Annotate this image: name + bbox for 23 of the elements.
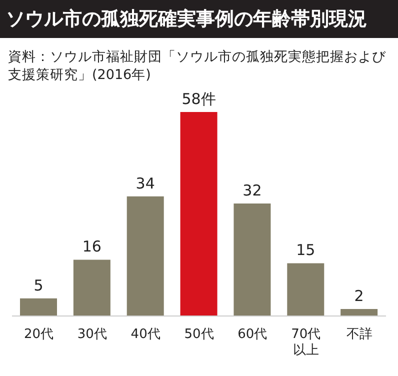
- bar: [126, 196, 164, 316]
- x-tick-label: 50代: [184, 327, 214, 342]
- x-tick-label: 20代: [24, 327, 54, 342]
- bar: [340, 308, 378, 316]
- x-tick-label: 70代以上: [291, 327, 321, 358]
- data-label: 2: [354, 286, 364, 305]
- bar: [287, 263, 324, 316]
- bar: [73, 260, 110, 316]
- x-tick-label: 40代: [130, 327, 160, 342]
- chart-subtitle: 資料：ソウル市福祉財団「ソウル市の孤独死実態把握および支援策研究」(2016年): [7, 48, 387, 84]
- data-label: 15: [296, 241, 316, 260]
- data-label: 34: [136, 174, 155, 192]
- chart-title: ソウル市の孤独死確実事例の年齢帯別現況: [0, 0, 398, 38]
- bar: [20, 298, 57, 316]
- x-tick-label: 60代: [238, 327, 268, 342]
- bar: [234, 203, 271, 316]
- x-tick-label: 不詳: [346, 327, 372, 342]
- data-label: 32: [242, 181, 262, 200]
- data-label: 58件: [182, 90, 216, 108]
- x-tick-label: 30代: [77, 327, 107, 342]
- bar: [180, 112, 218, 316]
- data-label: 5: [34, 276, 44, 294]
- data-label: 16: [82, 238, 102, 256]
